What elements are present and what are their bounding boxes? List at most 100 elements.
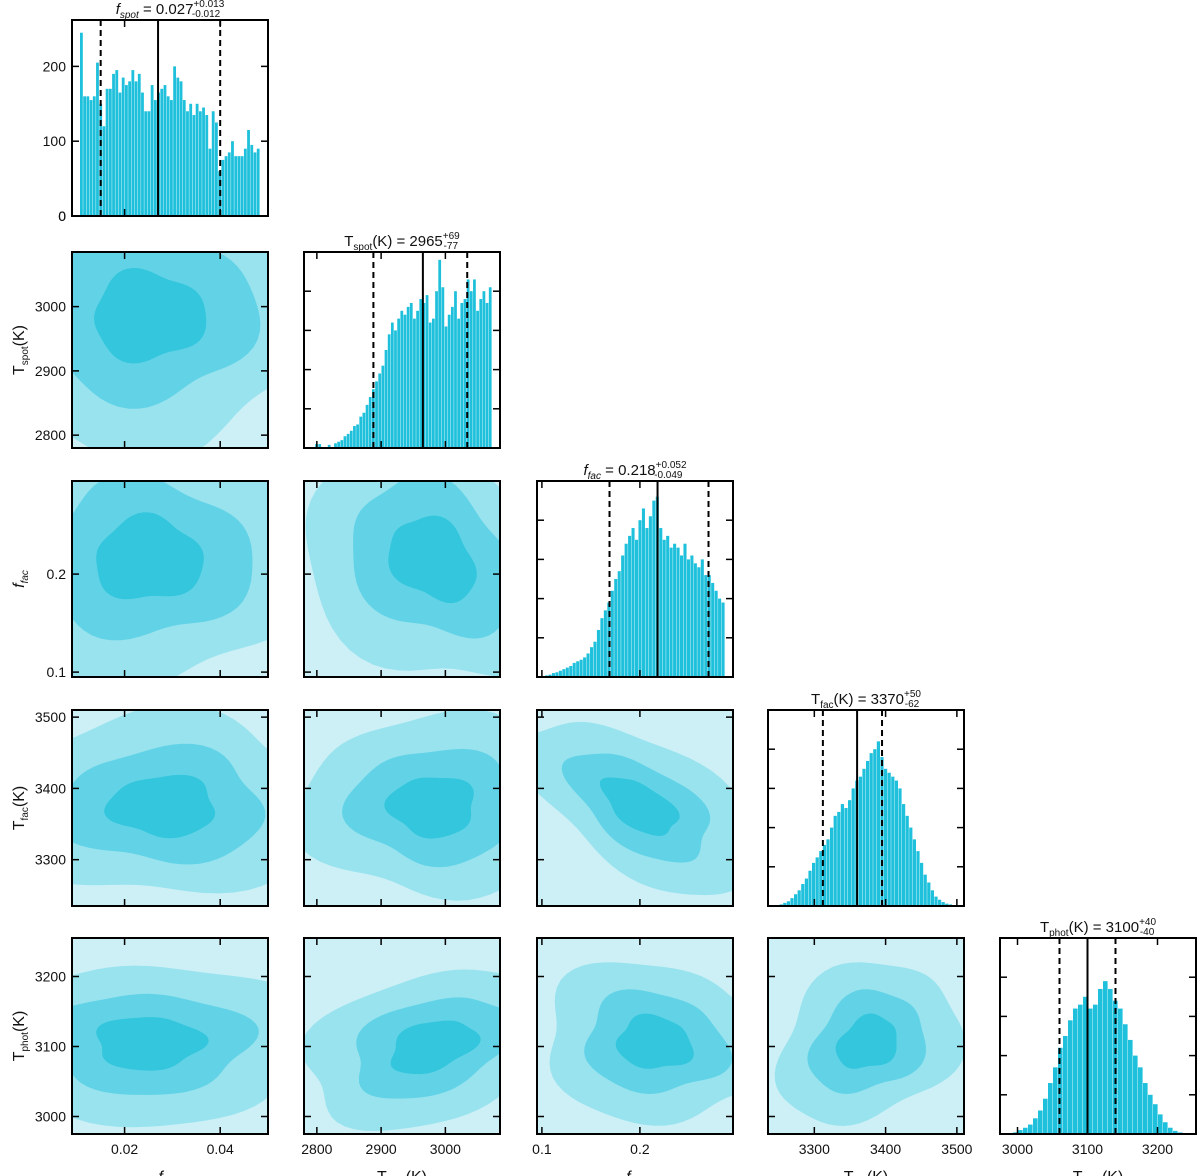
hist-frame: [71, 19, 269, 217]
y-tick-label: 0.1: [47, 664, 67, 680]
hist-bar: [912, 839, 916, 906]
hist-bar: [652, 500, 656, 677]
hist-bar: [394, 330, 397, 448]
hist-bar: [826, 839, 830, 906]
y-tick-label: 3200: [35, 969, 66, 985]
hist-bar: [195, 103, 199, 216]
hist-bar: [425, 295, 429, 448]
hist-bar: [579, 659, 583, 677]
hist-bar: [176, 77, 180, 216]
hist-bar: [362, 412, 366, 448]
y-tick-label: 0: [58, 208, 66, 224]
hist-bar: [576, 661, 580, 677]
hist-bar: [786, 901, 790, 906]
x-tick-label: 0.04: [207, 1141, 234, 1157]
hist-bar: [231, 141, 234, 216]
hist-bar: [905, 815, 909, 906]
y-axis-title-tfac: Tfac(K): [11, 786, 31, 830]
hist-bar: [934, 896, 938, 906]
hist-bar: [441, 287, 445, 448]
hist-bar: [909, 827, 913, 906]
hist-bar: [628, 535, 632, 677]
hist-bar: [614, 579, 618, 677]
hist-bar: [804, 878, 808, 906]
hist-bar: [108, 88, 112, 216]
contour-fills: [304, 710, 500, 906]
hist-bar: [469, 291, 473, 448]
hist-bar: [208, 148, 212, 216]
hist-bar: [659, 528, 663, 677]
contour-level: [390, 1020, 481, 1075]
y-axis-title-tphot-unit: (K): [11, 1011, 28, 1032]
hist-bar: [428, 322, 432, 448]
y-tick-label: 200: [43, 58, 67, 74]
hist-bar: [819, 851, 823, 906]
hist-bar: [593, 641, 597, 677]
hist-bar: [128, 81, 132, 216]
y-axis-title-tspot: Tspot(K): [11, 325, 31, 375]
hist-bar: [1103, 981, 1108, 1134]
contour-panel-tfac-vs-ffac: [536, 709, 734, 907]
hist-bar: [450, 306, 454, 448]
x-axis-title-tfac-unit: (K): [867, 1169, 888, 1176]
x-tick-label: 3500: [941, 1141, 972, 1157]
hist-bar: [89, 100, 93, 216]
hist-bar: [666, 535, 670, 677]
panel-frame: [767, 937, 965, 1135]
hist-bar: [858, 776, 862, 906]
hist-bar: [801, 884, 805, 906]
hist-bar: [1028, 1124, 1033, 1134]
hist-bar: [359, 416, 363, 448]
hist-bar: [237, 156, 241, 216]
x-axis-title-tphot-unit: (K): [1102, 1169, 1123, 1176]
contour-level: [615, 1013, 694, 1069]
contour-fills: [72, 252, 268, 448]
hist-bar: [797, 890, 801, 906]
hist-bar: [945, 903, 949, 906]
hist-bar: [327, 444, 331, 448]
hist-bar: [432, 318, 435, 448]
hist-bar: [134, 81, 138, 216]
title-name-sub: fac: [820, 700, 833, 711]
title-plus: +40: [1139, 917, 1156, 928]
hist-bar: [631, 528, 635, 677]
hist-bar: [686, 559, 690, 677]
hist-bar: [1113, 1000, 1118, 1134]
contour-panel-tfac-vs-fspot: 3300 3400 3500 Tfac(K): [11, 709, 269, 907]
hist-bar: [112, 73, 115, 216]
hist-bar: [482, 291, 486, 448]
hist-bar: [697, 567, 701, 677]
title-name: T: [1040, 919, 1049, 936]
hist-bar: [250, 144, 254, 216]
hist-bar: [693, 563, 697, 677]
title-unit: = 0.218: [601, 462, 656, 479]
hist-bar: [118, 92, 122, 216]
title-name: T: [811, 691, 820, 708]
hist-bar: [318, 444, 322, 448]
hist-bar: [923, 874, 927, 906]
hist-bar: [150, 85, 154, 216]
hist-bar: [102, 126, 106, 216]
hist-bar: [221, 159, 225, 216]
title-name: T: [344, 233, 353, 250]
title-minus: -0.012: [192, 9, 221, 20]
hist-bar: [397, 318, 401, 448]
title-unit: (K) = 3100: [1069, 919, 1139, 936]
y-tick-label: 3000: [35, 299, 66, 315]
panel-frame: [303, 480, 501, 678]
histogram-tfac: Tfac(K) = 3370+50 -62: [767, 689, 965, 907]
title-name-sub: spot: [353, 242, 372, 253]
hist-bar: [422, 302, 426, 448]
hist-bar: [607, 602, 611, 677]
panel-frame: [71, 251, 269, 449]
hist-bar: [141, 92, 144, 216]
contour-level: [599, 777, 680, 836]
hist-bar: [438, 259, 442, 448]
hist-bar: [409, 302, 413, 448]
hist-bar: [1168, 1127, 1173, 1134]
title-name-sub: spot: [120, 10, 140, 21]
hist-bar: [596, 629, 600, 677]
x-axis-title-tfac-main: T: [844, 1169, 854, 1176]
hist-bar: [205, 115, 209, 216]
